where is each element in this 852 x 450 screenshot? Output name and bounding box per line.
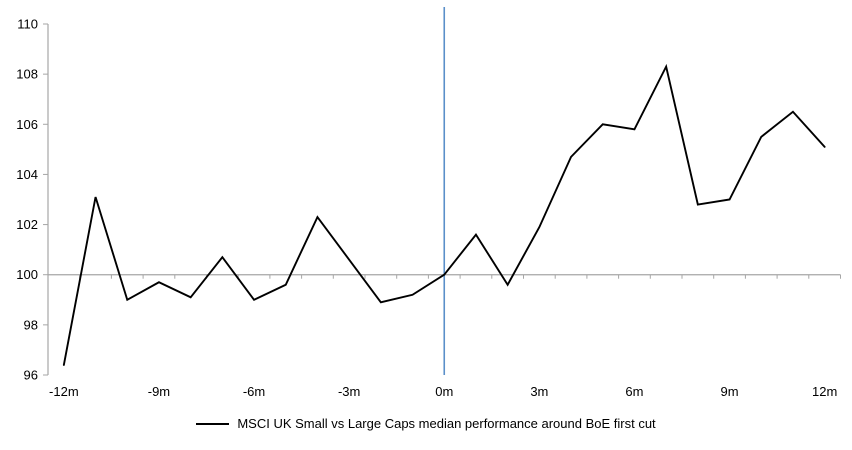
y-axis-tick-label: 108 [16,67,38,82]
x-axis-tick-label: -12m [49,384,79,399]
x-axis-tick-label: 6m [625,384,643,399]
y-axis-tick-label: 98 [24,317,38,332]
y-axis-tick-label: 106 [16,117,38,132]
x-axis-tick-label: -6m [243,384,265,399]
y-axis-tick-label: 110 [17,17,38,32]
x-axis-tick-label: -3m [338,384,360,399]
y-axis-tick-label: 104 [16,167,38,182]
legend-series-label: MSCI UK Small vs Large Caps median perfo… [237,416,656,431]
x-axis-tick-label: 12m [812,384,837,399]
y-axis-tick-label: 102 [16,217,38,232]
line-chart-plot-area: 96 98 100 102 104 106 108 110 -12m -9m -6m -3m 0m 3m 6… [16,7,841,399]
x-axis-tick-label: 0m [435,384,453,399]
y-axis-tick-label: 96 [24,368,38,383]
legend-line-swatch [196,422,230,425]
x-axis-tick-label: 9m [721,384,739,399]
x-axis-tick-label: -9m [148,384,170,399]
x-axis-tick-label: 3m [530,384,548,399]
y-axis-tick-label: 100 [16,267,38,282]
series-line [62,63,826,366]
chart-legend: MSCI UK Small vs Large Caps median perfo… [0,416,852,431]
